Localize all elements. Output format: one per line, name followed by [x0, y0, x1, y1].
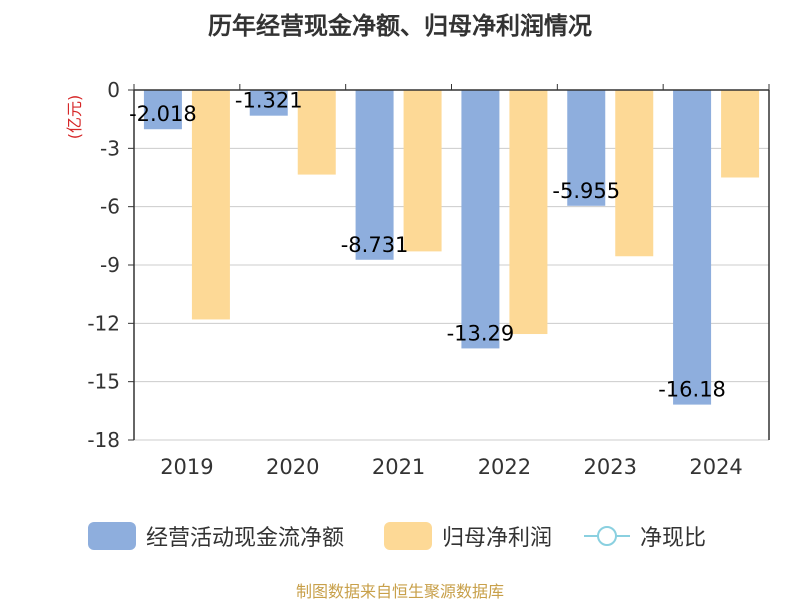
data-label-operating-cash: -8.731	[341, 233, 409, 257]
bar-net-profit	[615, 90, 654, 257]
bar-net-profit	[509, 90, 548, 335]
x-tick-label: 2019	[160, 455, 213, 479]
legend-label-ratio: 净现比	[640, 526, 707, 551]
x-tick-label: 2024	[689, 455, 742, 479]
legend-swatch-net-profit	[384, 522, 432, 550]
y-tick-label: 0	[107, 78, 120, 102]
y-tick-label: -15	[87, 370, 120, 394]
data-label-operating-cash: -5.955	[552, 179, 620, 203]
bar-operating-cash	[249, 90, 288, 116]
legend-label-operating-cash: 经营活动现金流净额	[146, 526, 345, 551]
y-axis-label: (亿元)	[65, 95, 84, 140]
y-tick-label: -18	[87, 428, 120, 452]
y-tick-label: -9	[100, 253, 120, 277]
legend-item-operating-cash[interactable]: 经营活动现金流净额	[88, 518, 344, 554]
x-tick-label: 2021	[372, 455, 425, 479]
data-label-operating-cash: -1.321	[235, 89, 303, 113]
bar-net-profit	[403, 90, 442, 252]
y-tick-label: -6	[100, 195, 120, 219]
x-tick-label: 2023	[584, 455, 637, 479]
legend-item-ratio[interactable]: 净现比	[584, 518, 706, 554]
legend-label-net-profit: 归母净利润	[442, 526, 553, 551]
legend-item-net-profit[interactable]: 归母净利润	[384, 518, 552, 554]
y-tick-label: -12	[87, 311, 120, 335]
bar-operating-cash	[673, 90, 712, 405]
x-tick-label: 2020	[266, 455, 319, 479]
bar-operating-cash	[461, 90, 500, 349]
data-label-operating-cash: -16.18	[658, 378, 726, 402]
bar-net-profit	[297, 90, 336, 175]
source-note: 制图数据来自恒生聚源数据库	[295, 582, 504, 601]
bar-net-profit	[191, 90, 230, 320]
chart-title: 历年经营现金净额、归母净利润情况	[208, 12, 592, 40]
x-tick-label: 2022	[478, 455, 531, 479]
data-label-operating-cash: -2.018	[129, 102, 197, 126]
bar-operating-cash	[143, 90, 182, 130]
bar-operating-cash	[567, 90, 606, 206]
y-tick-label: -3	[100, 136, 120, 160]
bar-operating-cash	[355, 90, 394, 260]
legend-swatch-operating-cash	[88, 522, 136, 550]
data-label-operating-cash: -13.29	[447, 321, 515, 345]
legend: 经营活动现金流净额 归母净利润 净现比	[0, 518, 800, 554]
bar-net-profit	[721, 90, 760, 178]
legend-line-ratio-icon	[584, 522, 630, 550]
